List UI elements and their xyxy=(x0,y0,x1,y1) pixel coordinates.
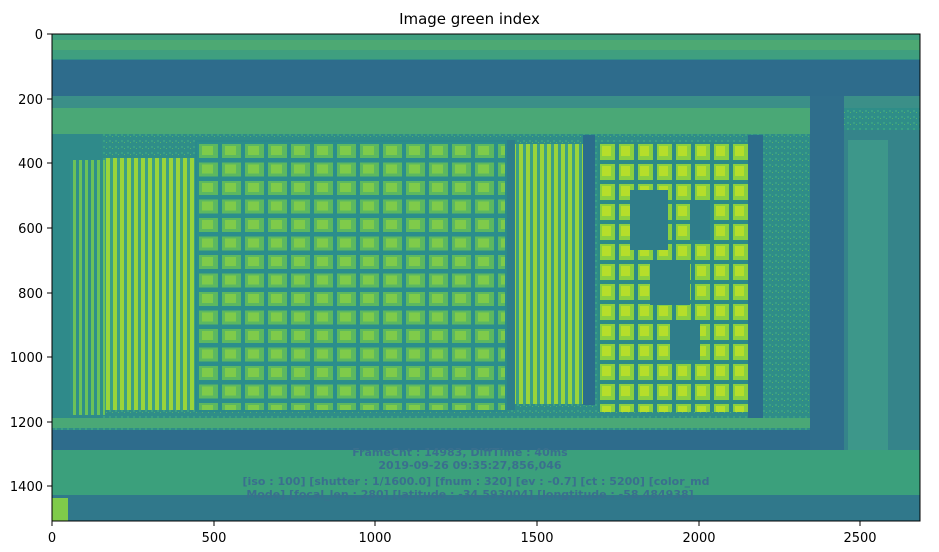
y-axis: 0 200 400 600 800 1000 1200 1400 xyxy=(10,28,52,495)
y-tick-label: 1400 xyxy=(10,480,43,495)
x-axis: 0 500 1000 1500 2000 2500 xyxy=(48,521,877,546)
y-tick-label: 1000 xyxy=(10,351,43,366)
y-tick-label: 400 xyxy=(18,157,43,172)
x-tick-label: 2000 xyxy=(682,531,715,546)
x-tick-label: 0 xyxy=(48,531,56,546)
overlay-line-2: 2019-09-26 09:35:27,856,046 xyxy=(378,459,562,472)
green-index-image xyxy=(52,34,920,521)
y-tick-label: 1200 xyxy=(10,416,43,431)
x-tick-label: 2500 xyxy=(843,531,876,546)
x-tick-label: 500 xyxy=(202,531,227,546)
x-tick-label: 1000 xyxy=(358,531,391,546)
figure-title: Image green index xyxy=(399,10,540,28)
y-tick-label: 800 xyxy=(18,287,43,302)
overlay-line-4: Mode] [focal_len : 280] [latitude : -34.… xyxy=(246,488,693,501)
overlay-line-1: FrameCnt : 14983, DiffTime : 40ms xyxy=(352,446,568,459)
overlay-line-3: [iso : 100] [shutter : 1/1600.0] [fnum :… xyxy=(243,475,710,488)
axes-frame xyxy=(51,33,921,522)
image-metadata-overlay: FrameCnt : 14983, DiffTime : 40ms 2019-0… xyxy=(243,446,710,501)
y-tick-label: 600 xyxy=(18,222,43,237)
x-tick-label: 1500 xyxy=(520,531,553,546)
y-tick-label: 0 xyxy=(35,28,43,43)
y-tick-label: 200 xyxy=(18,93,43,108)
